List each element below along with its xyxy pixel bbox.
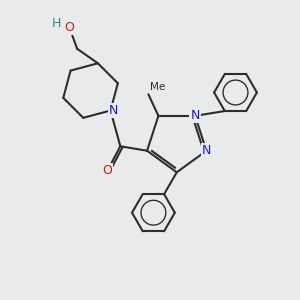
Text: N: N xyxy=(202,144,211,157)
Text: O: O xyxy=(64,21,74,34)
Text: O: O xyxy=(103,164,112,177)
Text: N: N xyxy=(109,104,118,117)
Text: N: N xyxy=(190,109,200,122)
Text: Me: Me xyxy=(150,82,165,92)
Text: H: H xyxy=(52,17,61,30)
